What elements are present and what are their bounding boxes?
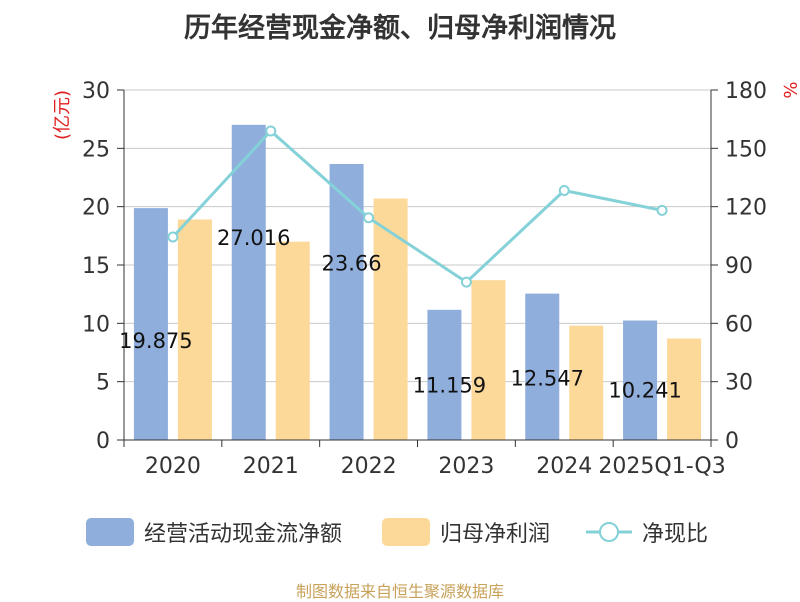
chart-legend: 经营活动现金流净额 归母净利润 净现比: [0, 516, 800, 556]
source-note: 制图数据来自恒生聚源数据库: [295, 582, 504, 601]
bar-operating-cash-flow: [525, 293, 560, 440]
x-tick-label: 2025Q1-Q3: [598, 454, 725, 479]
legend-swatch-net-profit: [382, 518, 430, 546]
legend-item-cash-ratio[interactable]: 净现比: [584, 516, 708, 548]
bar-operating-cash-flow: [231, 124, 266, 441]
y-right-tick-label: 150: [725, 137, 767, 162]
bar-operating-cash-flow: [623, 320, 658, 440]
legend-line-icon: [586, 522, 632, 542]
bar-operating-cash-flow: [427, 309, 462, 440]
x-tick-label: 2021: [243, 454, 299, 479]
legend-swatch-operating-cash-flow: [86, 518, 134, 546]
chart-title: 历年经营现金净额、归母净利润情况: [184, 13, 616, 44]
y-left-tick-label: 10: [82, 312, 110, 337]
y-right-tick-label: 120: [725, 196, 767, 221]
y-right-tick-label: 60: [725, 312, 753, 337]
bar-net-profit: [471, 280, 506, 440]
point-cash-ratio: [558, 185, 570, 197]
bar-net-profit: [373, 198, 408, 440]
bar-net-profit: [275, 241, 310, 440]
point-cash-ratio: [363, 212, 375, 224]
legend-label-net-profit: 归母净利润: [440, 522, 551, 547]
y-right-tick-label: 30: [725, 371, 753, 396]
data-label: 12.547: [511, 367, 584, 391]
data-label: 27.016: [217, 226, 290, 250]
chart-plot: 0 5 10 15 20 25 30 0 30 60 90 120 150 180 (亿元) % 2020 202…: [52, 79, 800, 479]
y-left-tick-label: 30: [82, 79, 110, 104]
y-right-axis-label: %: [779, 81, 800, 98]
y-left-tick-label: 0: [96, 429, 110, 454]
bar-net-profit: [569, 325, 604, 440]
bar-net-profit: [177, 219, 212, 440]
y-right-tick-label: 180: [725, 79, 767, 104]
x-tick-label: 2020: [145, 454, 201, 479]
y-right-tick-label: 90: [725, 254, 753, 279]
legend-item-operating-cash-flow[interactable]: 经营活动现金流净额: [86, 516, 342, 548]
y-left-tick-label: 25: [82, 137, 110, 162]
x-tick-label: 2023: [438, 454, 494, 479]
data-label: 19.875: [119, 329, 192, 353]
y-left-tick-label: 5: [96, 371, 110, 396]
line-cash-ratio: [171, 128, 663, 285]
bar-net-profit: [667, 338, 702, 440]
point-cash-ratio: [167, 231, 179, 243]
data-label: 23.66: [322, 252, 382, 276]
point-cash-ratio: [656, 204, 668, 216]
point-cash-ratio: [460, 276, 472, 288]
legend-label-operating-cash-flow: 经营活动现金流净额: [144, 522, 343, 547]
x-tick-label: 2022: [341, 454, 397, 479]
bar-operating-cash-flow: [133, 208, 168, 440]
point-cash-ratio: [265, 125, 277, 137]
x-tick-label: 2024: [536, 454, 592, 479]
y-left-axis-label: (亿元): [52, 90, 73, 140]
y-left-tick-label: 15: [82, 254, 110, 279]
data-label: 11.159: [413, 374, 486, 398]
y-right-tick-label: 0: [725, 429, 739, 454]
legend-item-net-profit[interactable]: 归母净利润: [382, 516, 550, 548]
data-label: 10.241: [608, 378, 681, 402]
y-left-tick-label: 20: [82, 196, 110, 221]
bar-operating-cash-flow: [329, 163, 364, 440]
legend-label-cash-ratio: 净现比: [642, 522, 709, 547]
